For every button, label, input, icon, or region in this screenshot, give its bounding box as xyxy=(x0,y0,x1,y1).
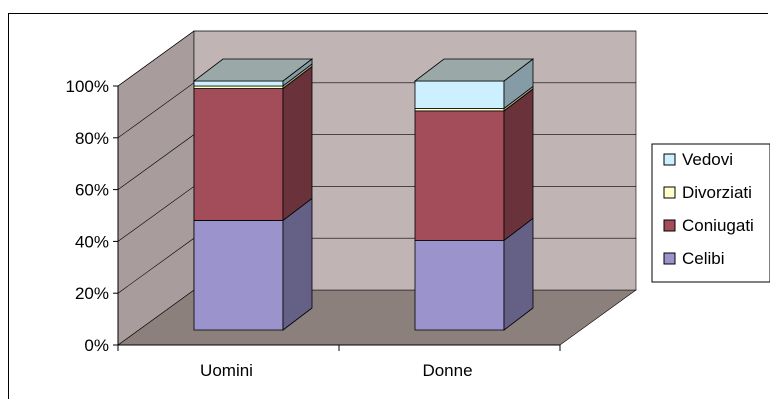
bar-donne-vedovi-top xyxy=(413,58,535,82)
y-tick-label: 100% xyxy=(66,77,109,96)
x-category-label: Uomini xyxy=(200,361,253,380)
y-tick-label: 60% xyxy=(75,181,109,200)
gridline xyxy=(117,30,636,87)
legend-swatch-celibi xyxy=(663,252,676,265)
bar-uomini-vedovi-top xyxy=(192,58,314,82)
legend-swatch-vedovi xyxy=(663,153,676,166)
legend-label-celibi: Celibi xyxy=(682,249,725,268)
legend: Vedovi Divorziati Coniugati Celibi xyxy=(651,143,770,283)
bar-donne-celibi-front xyxy=(414,239,505,331)
legend-label-divorziati: Divorziati xyxy=(682,183,752,202)
bar-uomini-celibi-front xyxy=(193,220,284,331)
x-category-label: Donne xyxy=(422,361,472,380)
bar-donne-coniugati-front xyxy=(414,110,505,241)
bar-uomini-coniugati-side xyxy=(282,65,313,222)
chart-frame xyxy=(8,13,768,399)
bar-uomini-coniugati-front xyxy=(193,88,284,221)
legend-swatch-coniugati xyxy=(663,219,676,232)
bar-uomini-vedovi-front xyxy=(193,80,284,87)
legend-label-coniugati: Coniugati xyxy=(682,216,754,235)
y-tick-label: 80% xyxy=(75,129,109,148)
bar-donne-vedovi-front xyxy=(414,80,505,109)
y-tick-label: 40% xyxy=(75,232,109,251)
bar-donne-coniugati-side xyxy=(503,88,534,242)
y-tick-label: 20% xyxy=(75,284,109,303)
axes xyxy=(113,85,561,351)
axis-labels: 0% 20% 40% 60% 80% 100% Uomini Donne xyxy=(66,77,473,380)
legend-label-vedovi: Vedovi xyxy=(682,150,733,169)
y-tick-label: 0% xyxy=(84,336,109,355)
legend-swatch-divorziati xyxy=(663,186,676,199)
bar-uomini-celibi-side xyxy=(282,197,313,331)
bars xyxy=(192,58,535,331)
